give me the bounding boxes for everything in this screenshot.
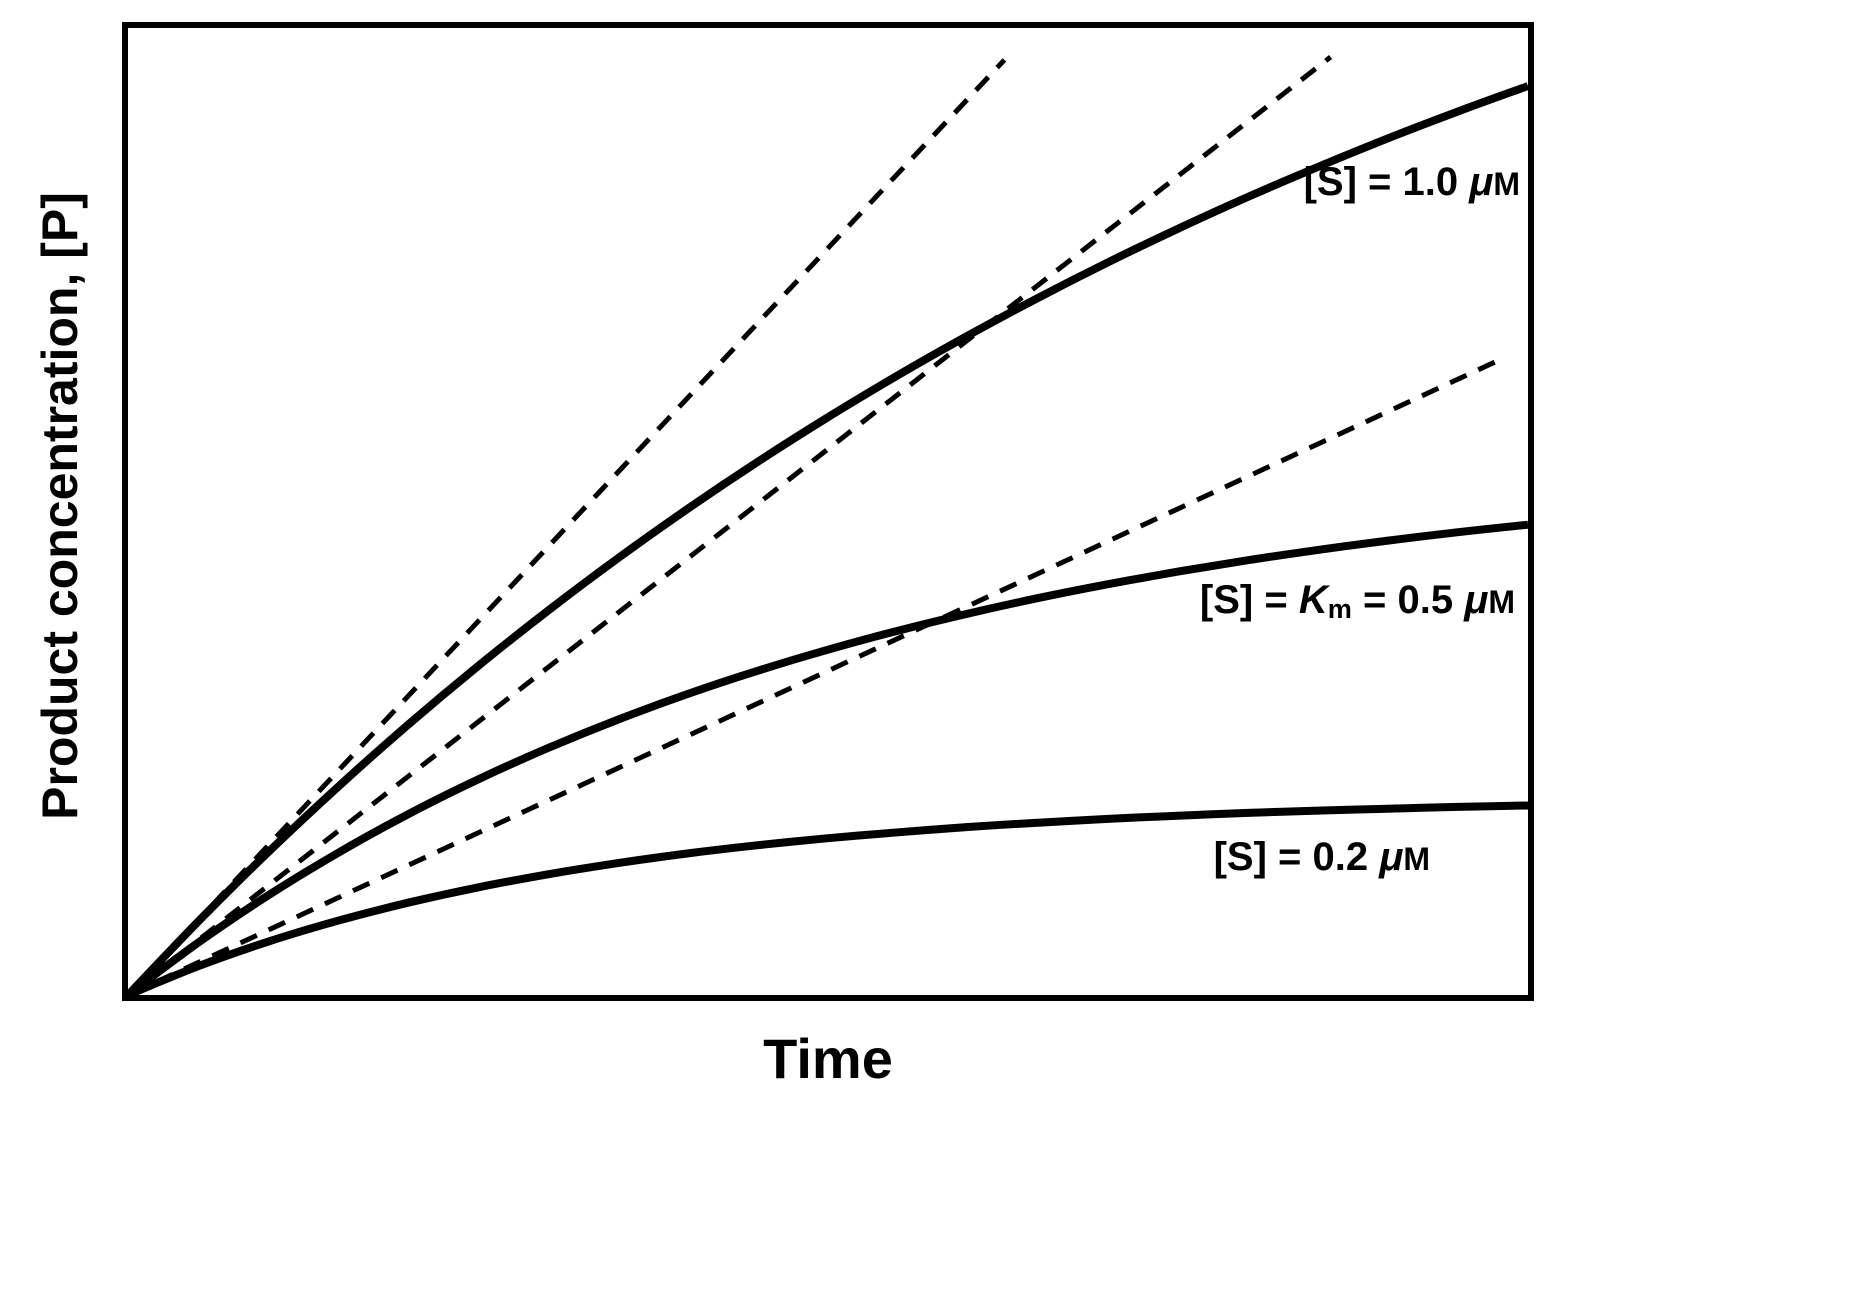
curve-label-s-0.2: [S] = 0.2 μM — [1214, 833, 1430, 883]
y-axis-label: Product concentration, [P] — [0, 22, 120, 989]
curve-label-s-0.2-text: [S] = 0.2 — [1213, 835, 1380, 879]
tangent-line-s-1.0 — [128, 58, 1007, 995]
molar-unit: M — [1488, 584, 1515, 620]
km-subscript: m — [1327, 592, 1352, 624]
curve-label-s-km-0.5: [S] = Km = 0.5 μM — [1200, 576, 1515, 633]
y-axis-label-text: Product concentration, [P] — [32, 191, 88, 820]
molar-unit: M — [1403, 841, 1430, 877]
mu-symbol: μ — [1464, 578, 1489, 622]
km-symbol: K — [1298, 578, 1328, 622]
mu-symbol: μ — [1469, 160, 1494, 204]
progress-curve-s-0.5 — [128, 520, 1528, 995]
plot-area: [S] = 1.0 μM [S] = Km = 0.5 μM [S] = 0.2… — [122, 22, 1534, 1001]
progress-curve-s-1.0 — [128, 82, 1528, 995]
curve-label-s-0.5-text: [S] = — [1199, 578, 1299, 622]
x-axis-label-text: Time — [763, 1027, 893, 1090]
progress-curve-s-0.2 — [128, 801, 1528, 995]
plot-canvas — [128, 55, 1528, 995]
x-axis-label: Time — [122, 1026, 1534, 1091]
curve-label-s-1.0-text: [S] = 1.0 — [1303, 160, 1470, 204]
tangent-line-s-0.2 — [128, 357, 1502, 995]
tangent-line-s-0.5 — [128, 55, 1333, 995]
curve-label-s-0.5-value: = 0.5 — [1351, 578, 1465, 622]
curve-label-s-1.0: [S] = 1.0 μM — [1304, 158, 1520, 208]
mu-symbol: μ — [1379, 835, 1404, 879]
molar-unit: M — [1493, 166, 1520, 202]
